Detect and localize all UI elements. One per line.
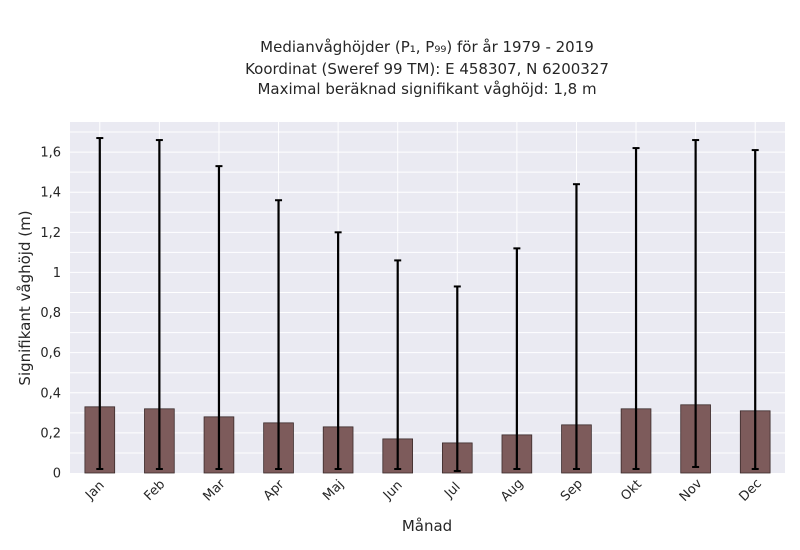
x-tick-label: Mar <box>201 476 229 504</box>
x-tick-label: Jun <box>380 478 406 504</box>
y-axis-ticks: 0 0,2 0,4 0,6 0,8 1 1,2 1,4 1,6 <box>40 146 61 482</box>
error-bar <box>572 183 580 470</box>
error-bar <box>513 247 521 470</box>
x-tick-label: Okt <box>618 477 645 504</box>
title-line-2: Koordinat (Sweref 99 TM): E 458307, N 62… <box>245 60 609 78</box>
x-tick-label: Jan <box>82 478 107 503</box>
y-axis-label: Signifikant våghöjd (m) <box>16 210 34 385</box>
title-line-1: Medianvåghöjder (P₁, P₉₉) för år 1979 - … <box>260 38 594 56</box>
error-bars <box>96 137 759 472</box>
error-bar <box>453 285 461 472</box>
title-line-3: Maximal beräknad signifikant våghöjd: 1,… <box>257 80 596 98</box>
y-tick-label: 0,4 <box>40 386 61 401</box>
x-tick-label: Feb <box>141 477 168 504</box>
y-tick-label: 0,8 <box>40 306 61 321</box>
x-tick-label: Aug <box>498 476 527 505</box>
x-axis-ticks: Jan Feb Mar Apr Maj Jun Jul Aug Sep Okt Nov Dec <box>82 476 765 505</box>
x-tick-label: Jul <box>441 480 463 502</box>
y-tick-label: 1,6 <box>40 146 61 161</box>
x-tick-label: Apr <box>261 477 288 504</box>
y-tick-label: 0,6 <box>40 346 61 361</box>
error-bar <box>751 149 759 470</box>
y-tick-label: 1 <box>53 266 61 281</box>
error-bar <box>155 139 163 470</box>
y-tick-label: 1,2 <box>40 226 61 241</box>
x-tick-label: Dec <box>737 476 765 504</box>
y-tick-label: 0,2 <box>40 426 61 441</box>
error-bar <box>215 165 223 470</box>
x-tick-label: Nov <box>677 476 706 505</box>
error-bar <box>275 199 283 470</box>
error-bar <box>334 231 342 470</box>
error-bar <box>692 139 700 468</box>
x-tick-label: Maj <box>320 477 347 504</box>
x-tick-label: Sep <box>558 477 586 505</box>
y-tick-label: 0 <box>53 467 61 482</box>
error-bar <box>394 259 402 470</box>
y-tick-label: 1,4 <box>40 186 61 201</box>
chart-title: Medianvåghöjder (P₁, P₉₉) för år 1979 - … <box>245 38 609 98</box>
error-bar <box>96 137 104 470</box>
error-bar <box>632 147 640 470</box>
plot-area <box>70 122 785 473</box>
x-axis-label: Månad <box>402 517 452 535</box>
